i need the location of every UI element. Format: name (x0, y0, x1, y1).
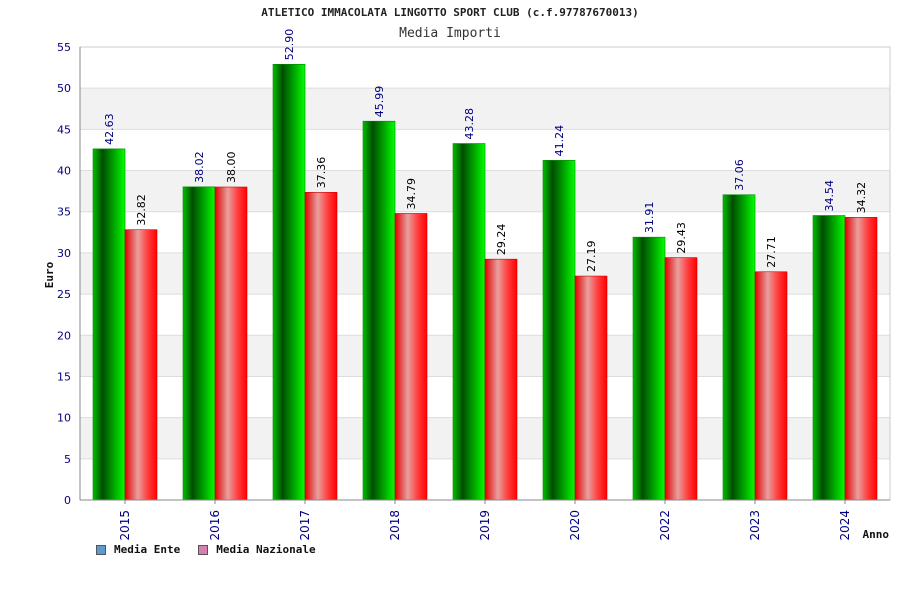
data-label-2020-nazionale: 27.19 (585, 241, 598, 273)
data-label-2015-nazionale: 32.82 (135, 194, 148, 226)
data-label-2024-ente: 34.54 (823, 180, 836, 212)
bar-media-nazionale-2019 (484, 258, 518, 501)
data-label-2018-nazionale: 34.79 (405, 178, 418, 210)
data-label-2016-ente: 38.02 (193, 151, 206, 183)
legend: Media Ente Media Nazionale (96, 543, 316, 556)
bar-media-ente-2020 (542, 160, 576, 501)
x-axis-label: Anno (863, 528, 890, 541)
data-label-2019-ente: 43.28 (463, 108, 476, 140)
data-label-2019-nazionale: 29.24 (495, 224, 508, 256)
chart-title: ATLETICO IMMACOLATA LINGOTTO SPORT CLUB … (261, 6, 639, 19)
legend-item-media-nazionale: Media Nazionale (198, 543, 316, 556)
bars (92, 63, 878, 501)
y-tick-label: 30 (57, 247, 71, 260)
data-label-2023-ente: 37.06 (733, 159, 746, 191)
x-tick-label-2015: 2015 (118, 510, 132, 541)
bar-media-ente-2019 (452, 143, 486, 501)
x-tick-label-2024: 2024 (838, 510, 852, 541)
bar-media-ente-2023 (722, 194, 756, 501)
plot-band (80, 88, 890, 130)
bar-media-nazionale-2020 (574, 275, 608, 501)
y-tick-label: 50 (57, 82, 71, 95)
data-label-2024-nazionale: 34.32 (855, 182, 868, 214)
data-label-2022-ente: 31.91 (643, 202, 656, 234)
data-label-2023-nazionale: 27.71 (765, 236, 778, 268)
bar-media-nazionale-2023 (754, 271, 788, 501)
data-label-2017-nazionale: 37.36 (315, 157, 328, 189)
data-label-2016-nazionale: 38.00 (225, 152, 238, 184)
bar-media-nazionale-2024 (844, 217, 878, 501)
y-tick-label: 25 (57, 288, 71, 301)
y-axis-ticks: 0 5 10 15 20 25 30 35 40 45 50 55 (57, 41, 71, 507)
y-tick-label: 20 (57, 329, 71, 342)
y-tick-label: 40 (57, 165, 71, 178)
x-tick-label-2018: 2018 (388, 510, 402, 541)
y-tick-label: 5 (64, 453, 71, 466)
bar-media-ente-2022 (632, 236, 666, 501)
x-axis-ticks: 2015 2016 2017 2018 2019 2020 2022 2023 2024 (118, 500, 852, 541)
bar-media-ente-2016 (182, 186, 216, 501)
x-tick-label-2017: 2017 (298, 510, 312, 541)
bar-media-nazionale-2016 (214, 186, 248, 501)
data-label-2017-ente: 52.90 (283, 29, 296, 61)
bar-labels: 42.63 32.82 38.02 38.00 52.90 37.36 45.99 34.79… (103, 29, 868, 272)
y-tick-label: 45 (57, 123, 71, 136)
bar-media-ente-2024 (812, 215, 846, 501)
legend-swatch-media-nazionale (198, 544, 209, 555)
data-label-2022-nazionale: 29.43 (675, 222, 688, 254)
x-tick-label-2022: 2022 (658, 510, 672, 541)
x-tick-label-2020: 2020 (568, 510, 582, 541)
y-tick-label: 15 (57, 370, 71, 383)
data-label-2020-ente: 41.24 (553, 125, 566, 157)
y-tick-label: 10 (57, 412, 71, 425)
bar-media-ente-2018 (362, 120, 396, 501)
y-tick-label: 35 (57, 206, 71, 219)
bar-media-nazionale-2015 (124, 229, 158, 501)
legend-label-media-ente: Media Ente (114, 543, 181, 556)
bar-media-nazionale-2022 (664, 257, 698, 501)
x-tick-label-2023: 2023 (748, 510, 762, 541)
bar-media-ente-2015 (92, 148, 126, 501)
legend-label-media-nazionale: Media Nazionale (216, 543, 316, 556)
data-label-2015-ente: 42.63 (103, 113, 116, 145)
legend-item-media-ente: Media Ente (96, 543, 180, 556)
legend-swatch-media-ente (96, 544, 106, 555)
y-tick-label: 0 (64, 494, 71, 507)
bar-media-nazionale-2018 (394, 213, 428, 501)
plot-band (80, 47, 890, 89)
x-tick-label-2019: 2019 (478, 510, 492, 541)
y-tick-label: 55 (57, 41, 71, 54)
y-axis-label: Euro (43, 261, 56, 288)
bar-media-nazionale-2017 (304, 191, 338, 501)
x-tick-label-2016: 2016 (208, 510, 222, 541)
chart-subtitle: Media Importi (399, 26, 501, 41)
data-label-2018-ente: 45.99 (373, 86, 386, 118)
bar-media-ente-2017 (272, 63, 306, 501)
